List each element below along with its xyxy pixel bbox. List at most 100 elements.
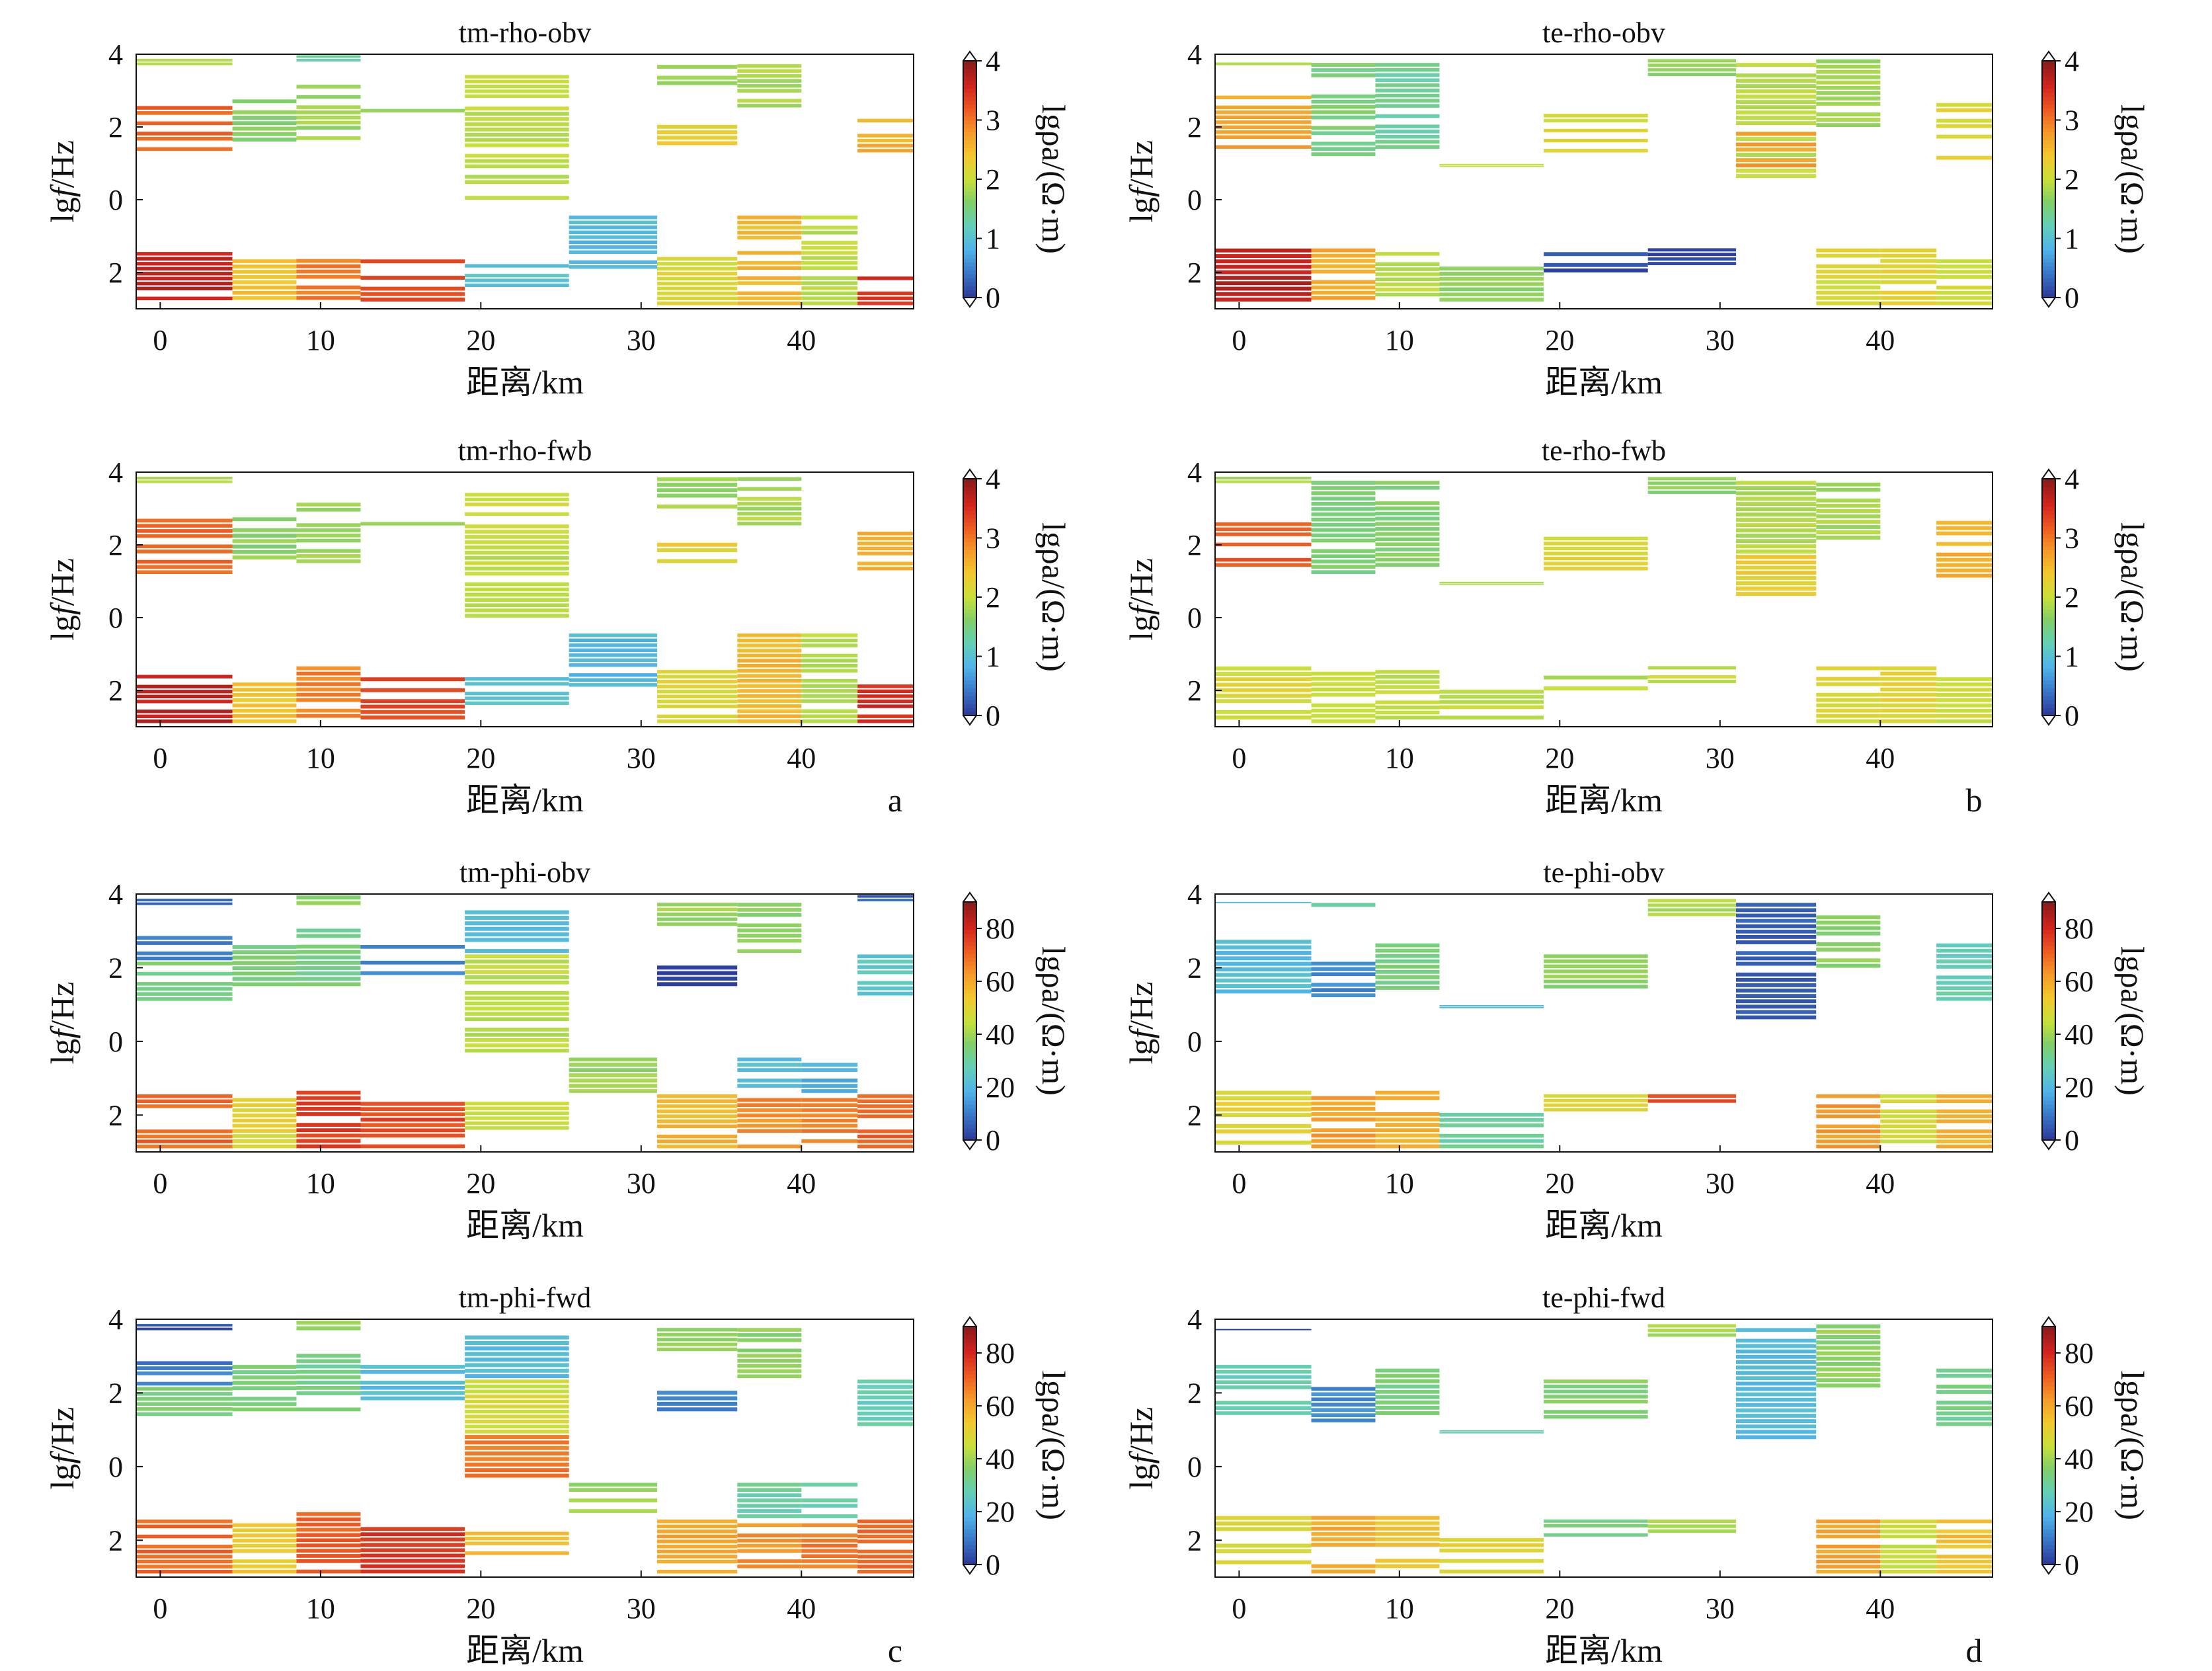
cell-3-0-0 [1439, 165, 1544, 167]
cell-9-0-3 [1936, 981, 1993, 985]
cell-5-0-2 [1647, 63, 1737, 67]
x-tick-label: 30 [1706, 1592, 1735, 1625]
cell-4-0-4 [465, 926, 569, 931]
cell-1-0-8 [1311, 528, 1376, 532]
cell-9-0-0 [857, 567, 914, 571]
colorbar-tick-label: 0 [986, 700, 1000, 732]
cell-0-2-1 [136, 296, 233, 300]
cell-9-1-5 [857, 1395, 914, 1400]
cell-1-1-4 [1311, 972, 1376, 977]
y-tick-label: 2 [108, 257, 123, 289]
colorbar-segment [2042, 1128, 2055, 1133]
panel-letter: d [1966, 1632, 1983, 1669]
cell-1-0-5 [1311, 126, 1376, 130]
cell-1-0-5 [232, 1381, 297, 1385]
cell-2-1-5 [296, 115, 361, 120]
cell-9-2-9 [857, 1099, 914, 1104]
cell-4-1-7 [465, 159, 569, 163]
colorbar-tick-label: 2 [986, 581, 1000, 614]
cell-9-0-1 [1936, 568, 1993, 573]
colorbar-segment [2042, 561, 2055, 566]
cell-7-1-2 [1816, 290, 1881, 295]
cell-2-2-6 [296, 687, 361, 692]
cell-5-0-2 [1647, 1328, 1737, 1332]
colorbar-segment [2042, 1418, 2055, 1422]
cell-2-2-7 [296, 682, 361, 686]
cell-7-0-1 [737, 522, 802, 526]
cell-4-0-3 [465, 79, 569, 83]
colorbar-segment [963, 1525, 976, 1529]
cell-1-0-4 [232, 961, 297, 965]
cell-7-2-9 [737, 1098, 802, 1102]
colorbar-segment [963, 518, 976, 523]
cell-7-1-1 [737, 1509, 802, 1513]
cell-1-2-3 [1311, 1128, 1376, 1133]
colorbar-segment [2042, 1374, 2055, 1379]
x-tick-label: 0 [153, 1592, 167, 1625]
cell-0-2-6 [1215, 265, 1312, 269]
cell-6-0-4 [1736, 994, 1817, 998]
cell-0-2-9 [1215, 248, 1312, 253]
cell-9-0-6 [1936, 965, 1993, 969]
colorbar-segment [963, 1005, 976, 1010]
colorbar-segment [2042, 186, 2055, 192]
cell-0-2-7 [1215, 1527, 1312, 1531]
colorbar-segment [2042, 1017, 2055, 1022]
cell-1-0-11 [1311, 94, 1376, 99]
cell-4-0-5 [1544, 964, 1648, 969]
cell-0-2-7 [1215, 259, 1312, 264]
cell-2-0-6 [1375, 532, 1440, 536]
colorbar-segment [963, 989, 976, 994]
colorbar-segment [963, 652, 976, 657]
colorbar-segment [2042, 930, 2055, 934]
cell-5-0-10 [569, 216, 658, 220]
cell-4-1-17 [465, 106, 569, 110]
panel-title: te-phi-fwd [1542, 1282, 1665, 1314]
colorbar-segment [2042, 1382, 2055, 1387]
cell-2-1-8 [1375, 674, 1440, 679]
cell-1-1-1 [232, 713, 297, 718]
cell-0-2-0 [1215, 715, 1312, 719]
cell-1-1-7 [232, 265, 297, 268]
cell-7-0-2 [737, 516, 802, 520]
cell-4-1-16 [465, 112, 569, 116]
cell-7-1-5 [1816, 274, 1881, 279]
panel-title: te-phi-obv [1543, 856, 1664, 889]
cell-2-0-2 [1375, 134, 1440, 139]
cell-2-1-2 [1375, 706, 1440, 710]
cell-4-2-1 [465, 1468, 569, 1473]
colorbar-tick-label: 0 [2065, 1549, 2079, 1581]
cell-7-1-4 [1816, 1549, 1881, 1554]
colorbar-segment [963, 1132, 976, 1137]
cell-6-2-2 [657, 1559, 738, 1564]
cell-2-0-8 [1375, 1368, 1440, 1373]
colorbar-segment [963, 965, 976, 970]
colorbar-segment [963, 1096, 976, 1101]
cell-9-0-1 [857, 143, 914, 147]
colorbar-segment [963, 143, 976, 148]
colorbar-segment [2042, 985, 2055, 990]
cell-1-1-8 [232, 1528, 297, 1532]
colorbar-segment [963, 502, 976, 507]
cell-6-0-2 [657, 75, 738, 80]
colorbar-segment [2042, 624, 2055, 630]
colorbar-segment [2042, 542, 2055, 547]
cell-6-1-1 [657, 1401, 738, 1406]
cell-0-2-0 [1215, 298, 1312, 302]
cell-2-1-4 [296, 961, 361, 965]
colorbar-segment [963, 278, 976, 282]
cell-6-0-13 [1736, 523, 1817, 527]
heatmap-cells [136, 477, 914, 723]
cell-9-0-3 [1936, 557, 1993, 562]
cell-0-2-3 [1215, 1549, 1312, 1553]
x-tick-label: 0 [1232, 1167, 1246, 1200]
cell-1-1-6 [1311, 961, 1376, 966]
plot-frame [1214, 893, 1993, 1153]
cell-0-0-0 [136, 62, 233, 65]
cell-2-0-4 [1375, 124, 1440, 128]
cell-8-0-4 [1880, 280, 1937, 284]
colorbar-segment [963, 222, 976, 227]
cell-0-2-2 [136, 1412, 233, 1416]
cell-9-1-5 [1936, 1120, 1993, 1123]
colorbar-segment [963, 1033, 976, 1038]
